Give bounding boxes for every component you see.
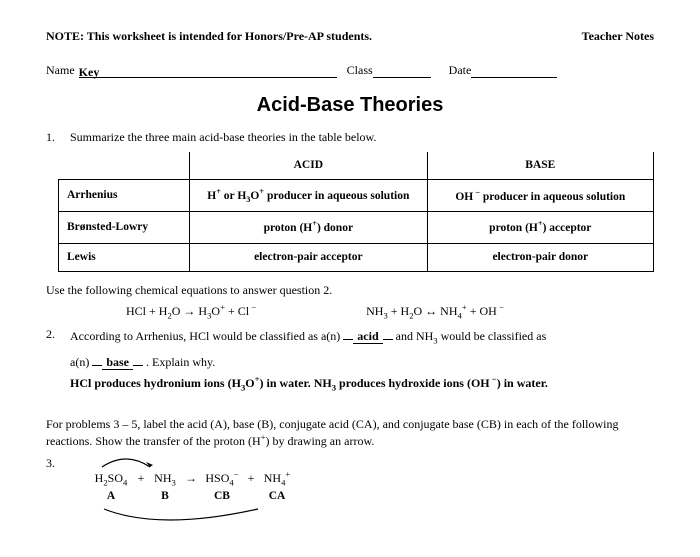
page-title: Acid-Base Theories [46, 92, 654, 119]
label [180, 489, 202, 505]
theory-acid: electron-pair acceptor [189, 243, 427, 272]
name-label: Name [46, 62, 75, 78]
label: CA [260, 489, 294, 505]
theory-acid: proton (H+) donor [189, 212, 427, 243]
theory-acid: H+ or H3O+ producer in aqueous solution [189, 180, 427, 212]
species: + [242, 470, 260, 486]
q2-num: 2. [46, 326, 60, 393]
q1-text: Summarize the three main acid-base theor… [70, 129, 654, 145]
q2-l2pre: a(n) [70, 355, 92, 369]
name-value: Key [79, 64, 105, 78]
label: A [90, 489, 132, 505]
q2-l2post: . Explain why. [146, 355, 215, 369]
name-blank [105, 64, 337, 78]
date-blank [471, 64, 557, 78]
species: → [180, 470, 202, 486]
species: NH3 [150, 470, 180, 489]
theory-base: proton (H+) acceptor [427, 212, 653, 243]
q3-intro: For problems 3 – 5, label the acid (A), … [46, 416, 654, 449]
date-label: Date [449, 62, 472, 78]
q2-expl: HCl produces hydronium ions (H3O+) in wa… [70, 374, 654, 394]
label: CB [202, 489, 242, 505]
species: NH4+ [260, 469, 294, 489]
q2-intro: Use the following chemical equations to … [46, 282, 654, 298]
class-label: Class [347, 62, 373, 78]
th-acid: ACID [189, 152, 427, 180]
label: B [150, 489, 180, 505]
th-base: BASE [427, 152, 653, 180]
q2-pre: According to Arrhenius, HCl would be cla… [70, 329, 343, 343]
species: HSO4− [202, 469, 242, 489]
teacher-notes: Teacher Notes [582, 28, 654, 44]
q2-mid: and NH3 would be classified as [396, 329, 547, 343]
label [242, 489, 260, 505]
theory-base: electron-pair donor [427, 243, 653, 272]
label [132, 489, 150, 505]
q2-ans2: base [102, 355, 133, 370]
theory-name: Lewis [59, 243, 190, 272]
theory-table: ACID BASE ArrheniusH+ or H3O+ producer i… [58, 152, 654, 273]
species: H2SO4 [90, 470, 132, 489]
theory-base: OH − producer in aqueous solution [427, 180, 653, 212]
eq2: NH3 + H2O ↔ NH4+ + OH − [366, 302, 504, 322]
q3-equation: H2SO4+NH3→HSO4−+NH4+ [90, 469, 654, 489]
q3-num: 3. [46, 455, 60, 523]
note-text: NOTE: This worksheet is intended for Hon… [46, 28, 372, 44]
q3-labels: A B CB CA [90, 489, 654, 505]
eq1: HCl + H2O → H3O+ + Cl − [126, 302, 256, 322]
proton-arrow [90, 455, 654, 469]
theory-name: Arrhenius [59, 180, 190, 212]
q2-ans1: acid [353, 329, 382, 344]
class-blank [373, 64, 431, 78]
theory-name: Brønsted-Lowry [59, 212, 190, 243]
proton-arrow-2 [90, 507, 654, 523]
q1-num: 1. [46, 129, 60, 145]
name-line: Name Key Class Date [46, 62, 654, 78]
species: + [132, 470, 150, 486]
